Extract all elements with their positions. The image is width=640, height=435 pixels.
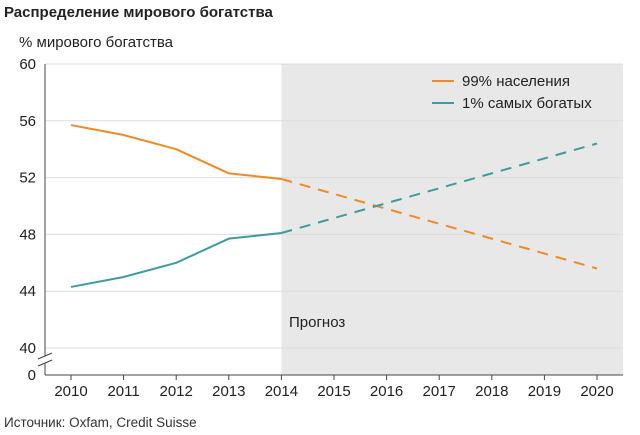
series-line-forecast-1pct <box>281 142 598 234</box>
forecast-label: Прогноз <box>289 314 345 331</box>
x-tick-label: 2013 <box>212 383 245 400</box>
y-tick-label: 44 <box>19 283 36 300</box>
x-tick-label: 2016 <box>370 383 403 400</box>
x-tick-label: 2011 <box>107 383 139 400</box>
x-tick-label: 2010 <box>54 383 87 400</box>
series-lines <box>70 124 598 288</box>
x-tick-label: 2018 <box>475 383 508 400</box>
y-tick-labels: 0 40 44 48 52 56 60 <box>19 56 36 384</box>
y-axis-label: % мирового богатства <box>19 34 173 51</box>
x-tick-labels: 2010 2011 2012 2013 2014 2015 2016 2017 2018 2019… <box>54 383 613 400</box>
y-tick-label: 40 <box>19 340 36 357</box>
legend-label: 1% самых богатых <box>462 95 592 112</box>
series-line-actual-1pct <box>70 231 282 288</box>
y-tick-label: 60 <box>19 56 36 73</box>
x-tick-label: 2019 <box>528 383 561 400</box>
y-tick-label: 48 <box>19 226 36 243</box>
x-tick-label: 2020 <box>580 383 613 400</box>
forecast-band <box>281 64 623 375</box>
series-line-forecast-99pct <box>281 178 598 270</box>
chart-title: Распределение мирового богатства <box>4 4 273 21</box>
x-tick-label: 2015 <box>317 383 350 400</box>
axis-break-mark <box>37 359 53 367</box>
series-line-actual-99pct <box>70 124 282 181</box>
axes <box>37 64 623 380</box>
y-tick-label: 52 <box>19 170 36 187</box>
x-tick-label: 2014 <box>265 383 298 400</box>
source-note: Источник: Oxfam, Credit Suisse <box>4 415 197 430</box>
y-tick-label: 56 <box>19 113 36 130</box>
x-tick-label: 2012 <box>160 383 193 400</box>
legend-label: 99% населения <box>462 73 570 90</box>
grid-lines <box>45 63 623 349</box>
y-tick-label: 0 <box>28 367 36 384</box>
x-tick-label: 2017 <box>423 383 456 400</box>
axis-break-mark <box>37 352 53 360</box>
legend: 99% населения 1% самых богатых <box>432 73 592 112</box>
